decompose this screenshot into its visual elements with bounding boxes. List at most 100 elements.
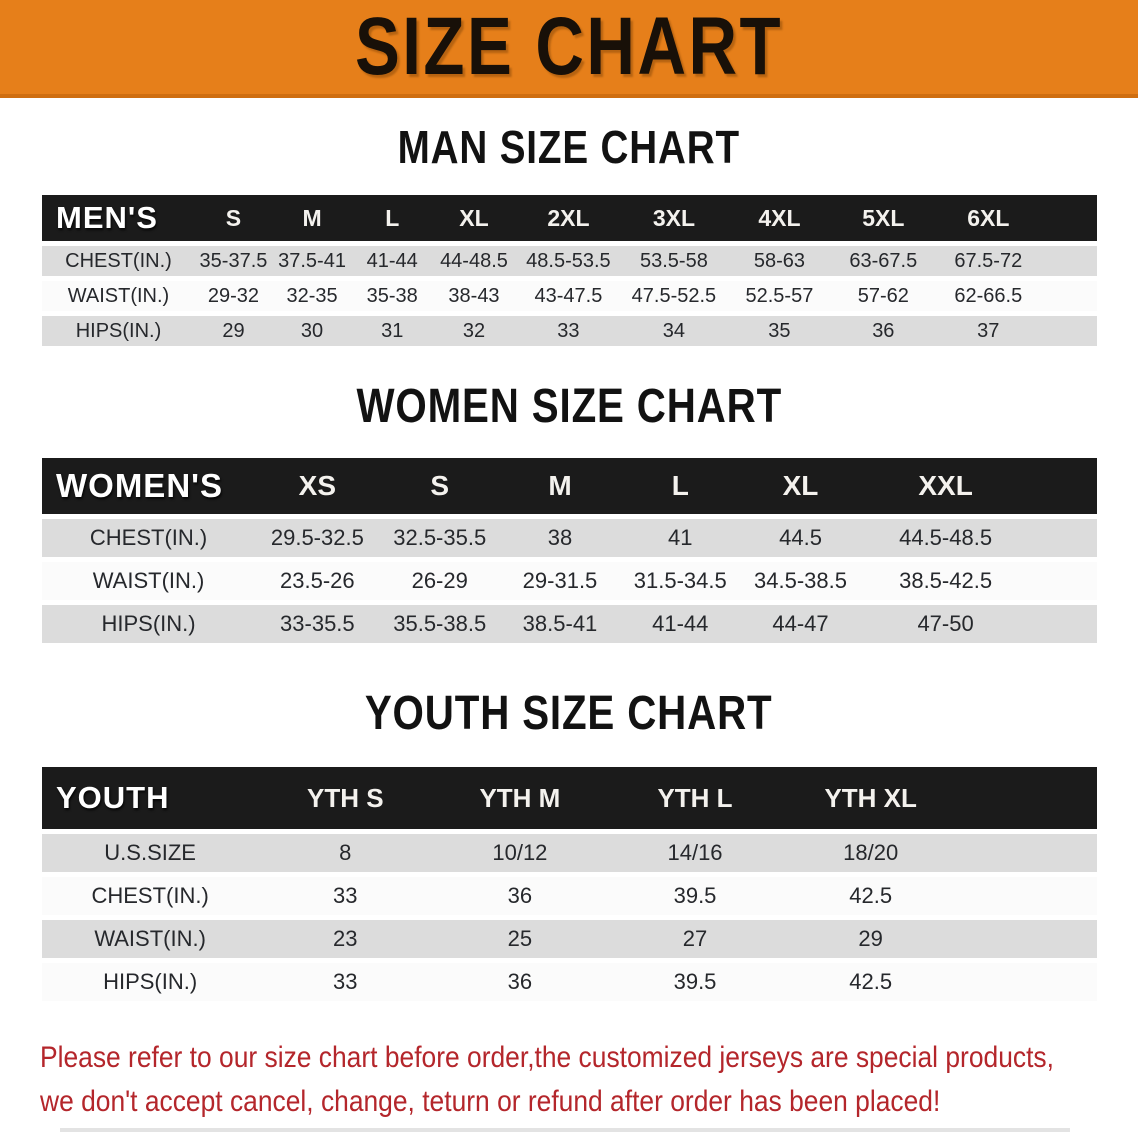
column-header: XL — [740, 458, 861, 514]
cell: 42.5 — [782, 877, 959, 915]
cell: 34.5-38.5 — [740, 562, 861, 600]
cell-filler — [958, 963, 1097, 1001]
row-label: U.S.SIZE — [42, 834, 259, 872]
header-row: MEN'S S M L XL 2XL 3XL 4XL 5XL 6XL — [42, 195, 1097, 241]
cell: 42.5 — [782, 963, 959, 1001]
column-header: XL — [432, 195, 516, 241]
cell: 39.5 — [607, 963, 783, 1001]
column-header: S — [194, 195, 272, 241]
table-row: CHEST(IN.) 33 36 39.5 42.5 — [42, 877, 1097, 915]
women-size-chart-heading-text: WOMEN SIZE CHART — [356, 380, 782, 433]
row-label: WAIST(IN.) — [42, 562, 256, 600]
cell: 36 — [432, 877, 608, 915]
cell: 8 — [258, 834, 433, 872]
cell: 38.5-42.5 — [860, 562, 1031, 600]
cell: 58-63 — [726, 246, 833, 276]
column-header: M — [499, 458, 621, 514]
column-header: S — [379, 458, 500, 514]
cell: 29-32 — [194, 281, 272, 311]
cell-filler — [1030, 562, 1097, 600]
table-row: WAIST(IN.) 23 25 27 29 — [42, 920, 1097, 958]
cell: 29.5-32.5 — [255, 519, 380, 557]
section-women: WOMEN SIZE CHART WOMEN'S XS S M L XL XXL CHEST(… — [0, 381, 1138, 648]
column-header: YTH S — [258, 767, 433, 829]
cell: 36 — [832, 316, 935, 346]
cell: 33 — [258, 963, 433, 1001]
header-row: WOMEN'S XS S M L XL XXL — [42, 458, 1097, 514]
cell: 67.5-72 — [934, 246, 1043, 276]
cell: 23 — [258, 920, 433, 958]
row-label: HIPS(IN.) — [42, 316, 195, 346]
cell: 44.5-48.5 — [860, 519, 1031, 557]
table-row: HIPS(IN.) 29 30 31 32 33 34 35 36 37 — [42, 316, 1097, 346]
cell: 37 — [934, 316, 1043, 346]
cell: 27 — [607, 920, 783, 958]
cell-filler — [958, 834, 1097, 872]
cell: 25 — [432, 920, 608, 958]
header-filler — [1042, 195, 1097, 241]
cell: 38-43 — [432, 281, 516, 311]
column-header: XXL — [860, 458, 1031, 514]
cell: 41-44 — [352, 246, 433, 276]
section-men: MAN SIZE CHART MEN'S S M L XL 2XL 3XL 4XL 5XL 6XL… — [0, 122, 1138, 351]
header-filler — [1030, 458, 1097, 514]
cell: 32 — [432, 316, 516, 346]
cell: 39.5 — [607, 877, 783, 915]
row-label: WAIST(IN.) — [42, 281, 195, 311]
bottom-divider — [60, 1128, 1070, 1132]
size-table-men: MEN'S S M L XL 2XL 3XL 4XL 5XL 6XL CHEST(IN.) 35-37… — [42, 190, 1097, 351]
column-header: YTH L — [607, 767, 783, 829]
cell-filler — [1042, 316, 1097, 346]
cell: 44-48.5 — [432, 246, 516, 276]
cell: 35-38 — [352, 281, 433, 311]
cell-filler — [1042, 246, 1097, 276]
row-label: HIPS(IN.) — [42, 963, 259, 1001]
column-header: 3XL — [621, 195, 727, 241]
cell-filler — [1042, 281, 1097, 311]
man-size-chart-heading-text: MAN SIZE CHART — [397, 121, 741, 173]
cell: 35 — [726, 316, 833, 346]
cell: 48.5-53.5 — [515, 246, 622, 276]
cell: 52.5-57 — [726, 281, 833, 311]
cell: 32-35 — [271, 281, 353, 311]
notice-line-1: Please refer to our size chart before or… — [40, 1041, 1054, 1074]
row-label: CHEST(IN.) — [42, 519, 256, 557]
header-filler — [958, 767, 1097, 829]
cell: 14/16 — [607, 834, 783, 872]
women-size-chart-heading: WOMEN SIZE CHART — [0, 381, 1138, 433]
section-youth: YOUTH SIZE CHART YOUTH YTH S YTH M YTH L YTH… — [0, 688, 1138, 1006]
header-row: YOUTH YTH S YTH M YTH L YTH XL — [42, 767, 1097, 829]
cell: 18/20 — [782, 834, 959, 872]
cell: 35.5-38.5 — [379, 605, 500, 643]
notice-line-2: we don't accept cancel, change, teturn o… — [40, 1085, 941, 1118]
cell-filler — [1030, 519, 1097, 557]
table-row: HIPS(IN.) 33 36 39.5 42.5 — [42, 963, 1097, 1001]
cell: 41-44 — [620, 605, 741, 643]
column-header: L — [352, 195, 433, 241]
cell: 41 — [620, 519, 741, 557]
cell: 31.5-34.5 — [620, 562, 741, 600]
cell: 26-29 — [379, 562, 500, 600]
row-label: CHEST(IN.) — [42, 246, 195, 276]
cell: 32.5-35.5 — [379, 519, 500, 557]
table-row: U.S.SIZE 8 10/12 14/16 18/20 — [42, 834, 1097, 872]
cell: 63-67.5 — [832, 246, 935, 276]
column-header: YTH XL — [782, 767, 959, 829]
table-row: HIPS(IN.) 33-35.5 35.5-38.5 38.5-41 41-44 44-… — [42, 605, 1097, 643]
column-header: 5XL — [832, 195, 935, 241]
cell: 33 — [258, 877, 433, 915]
column-header: 4XL — [726, 195, 833, 241]
cell: 34 — [621, 316, 727, 346]
cell: 57-62 — [832, 281, 935, 311]
column-header: 2XL — [515, 195, 622, 241]
column-header: XS — [255, 458, 380, 514]
column-header: YTH M — [432, 767, 608, 829]
cell: 23.5-26 — [255, 562, 380, 600]
cell: 10/12 — [432, 834, 608, 872]
cell: 29-31.5 — [499, 562, 621, 600]
cell: 47-50 — [860, 605, 1031, 643]
cell: 35-37.5 — [194, 246, 272, 276]
cell: 44.5 — [740, 519, 861, 557]
table-title: MEN'S — [42, 195, 195, 241]
